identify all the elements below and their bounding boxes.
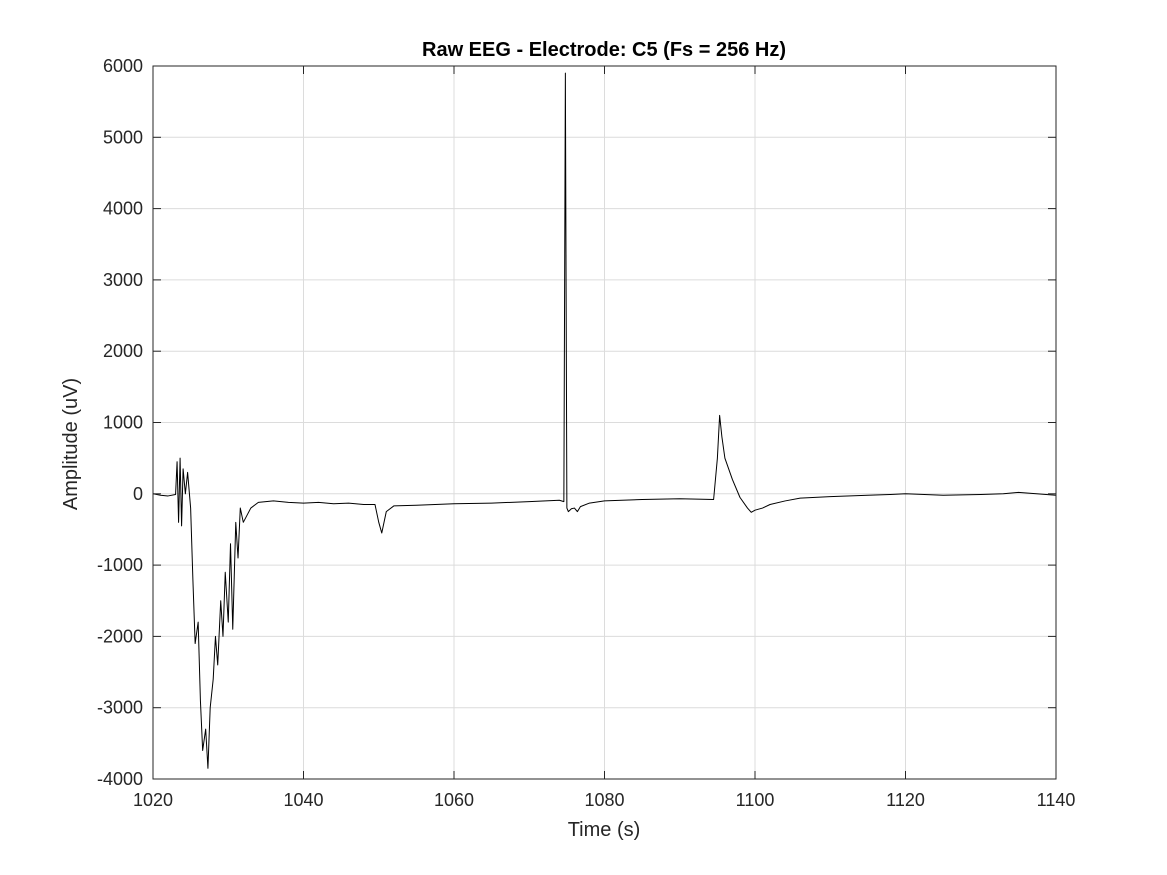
y-tick-label: 2000 [103,341,143,361]
x-tick-label: 1100 [736,790,775,810]
x-tick-label: 1120 [886,790,925,810]
eeg-signal-line [153,72,1056,769]
x-tick-label: 1080 [584,790,624,810]
y-tick-label: -4000 [97,769,143,789]
x-axis-label: Time (s) [568,819,641,841]
y-axis-label: Amplitude (uV) [60,378,82,510]
y-tick-label: 0 [133,484,143,504]
x-tick-label: 1020 [133,790,173,810]
plot-area [153,72,1056,769]
y-tick-label: -1000 [97,555,143,575]
y-tick-label: -2000 [97,626,143,646]
x-tick-label: 1060 [434,790,474,810]
y-tick-label: 5000 [103,127,143,147]
axes [152,65,1057,780]
chart-text: Raw EEG - Electrode: C5 (Fs = 256 Hz) Ti… [60,39,1075,841]
y-tick-label: 6000 [103,56,143,76]
x-tick-label: 1140 [1037,790,1076,810]
y-tick-label: 4000 [103,199,143,219]
x-tick-label: 1040 [283,790,323,810]
y-tick-label: 3000 [103,270,143,290]
y-tick-label: 1000 [103,413,143,433]
y-tick-label: -3000 [97,698,143,718]
chart-title: Raw EEG - Electrode: C5 (Fs = 256 Hz) [422,39,786,61]
